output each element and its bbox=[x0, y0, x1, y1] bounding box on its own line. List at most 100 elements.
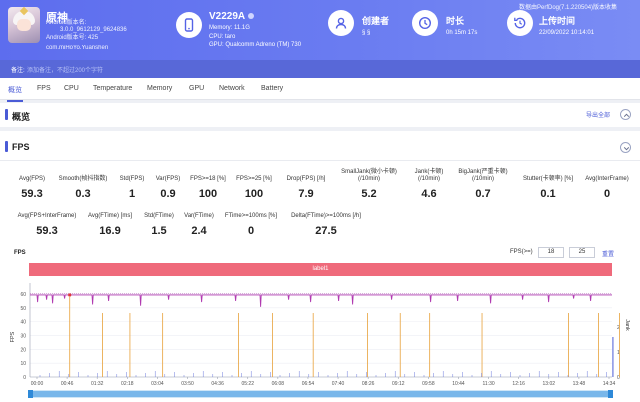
metric-big-jank: BigJank(严重卡顿) (/10min) 0.7 bbox=[458, 169, 508, 200]
duration-title: 时长 bbox=[446, 16, 465, 26]
metric-stutter: Stutter(卡顿率) [%] 0.1 bbox=[522, 176, 573, 200]
clock-icon bbox=[412, 10, 438, 36]
metric-small-jank: SmallJank(微小卡顿) (/10min) 5.2 bbox=[341, 169, 397, 200]
metric-var-ftime: Var(FTime) 2.4 bbox=[184, 213, 214, 237]
y2-tick-label: 1 bbox=[617, 350, 620, 356]
scrollbar-left-handle[interactable] bbox=[28, 390, 33, 398]
tab-network[interactable]: Network bbox=[219, 85, 245, 92]
x-tick-label: 09:12 bbox=[392, 381, 405, 387]
fps-section-title: FPS bbox=[12, 142, 30, 152]
app-version-name-label: Android版本名: bbox=[46, 20, 87, 26]
device-specs: Memory: 11.1G CPU: taro GPU: Qualcomm Ad… bbox=[209, 17, 301, 50]
tab-fps[interactable]: FPS bbox=[37, 85, 51, 92]
version-note: 数据由PerfDog(7.1.220504)版本收集 bbox=[519, 5, 618, 11]
fps-chart[interactable]: 0 10 20 30 40 50 60 0 1 2 FPS Jank 00:00 00:46 01:32 02… bbox=[0, 277, 640, 391]
y2-tick-label: 2 bbox=[617, 325, 620, 331]
metric-avg-interframe: Avg(InterFrame) 0 bbox=[585, 176, 629, 200]
device-name: V2229A bbox=[209, 11, 254, 22]
device-gpu: GPU: Qualcomm Adreno (TM) 730 bbox=[209, 42, 302, 49]
y-tick-label: 10 bbox=[20, 361, 26, 367]
x-tick-label: 10:44 bbox=[452, 381, 465, 387]
x-tick-label: 13:02 bbox=[543, 381, 556, 387]
fps-threshold-label: FPS(>=) bbox=[510, 249, 533, 255]
x-tick-label: 11:30 bbox=[483, 381, 495, 387]
y-tick-label: 20 bbox=[20, 347, 26, 353]
metric-jank: Jank(卡顿) (/10min) 4.6 bbox=[414, 169, 444, 200]
tab-overview[interactable]: 概览 bbox=[7, 87, 23, 102]
x-tick-label: 05:22 bbox=[241, 381, 254, 387]
chart-title: FPS bbox=[14, 250, 26, 256]
upload-value: 22/09/2022 10:14:01 bbox=[539, 30, 595, 36]
creator-title: 创建者 bbox=[362, 16, 390, 26]
x-tick-label: 02:18 bbox=[121, 381, 134, 387]
info-icon[interactable] bbox=[247, 13, 254, 20]
x-tick-label: 06:08 bbox=[272, 381, 285, 387]
timeline-scrollbar[interactable] bbox=[28, 390, 613, 398]
metric-avg-fps: Avg(FPS) 59.3 bbox=[19, 176, 45, 200]
y-axis-title: FPS bbox=[10, 331, 16, 342]
x-tick-label: 03:04 bbox=[151, 381, 164, 387]
device-cpu: CPU: taro bbox=[209, 33, 236, 40]
export-all-link[interactable]: 导出全部 bbox=[585, 113, 610, 119]
app-version-info: Android版本名: 3.0.0_9612129_9624836 Androi… bbox=[46, 20, 127, 42]
tab-bar: 概览 FPS CPU Temperature Memory GPU Networ… bbox=[0, 78, 640, 102]
metric-drop-fps: Drop(FPS) [/h] 7.9 bbox=[286, 176, 326, 200]
overview-section: 概览 bbox=[0, 103, 640, 127]
x-tick-label: 03:50 bbox=[181, 381, 194, 387]
overview-title: 概览 bbox=[12, 112, 31, 122]
app-name: 原神 bbox=[46, 12, 68, 24]
y-tick-label: 0 bbox=[23, 375, 26, 381]
metric-smooth: Smooth(帧抖指数) 0.3 bbox=[58, 176, 108, 200]
tab-cpu[interactable]: CPU bbox=[64, 85, 79, 92]
y-tick-label: 50 bbox=[20, 306, 26, 312]
user-icon bbox=[328, 10, 354, 36]
duration-value: 0h 15m 17s bbox=[446, 30, 478, 36]
history-icon bbox=[507, 10, 533, 36]
reset-button[interactable]: 重置 bbox=[602, 252, 615, 258]
upload-title: 上传时间 bbox=[539, 16, 576, 26]
section-marker bbox=[5, 109, 8, 120]
y-tick-label: 40 bbox=[20, 320, 26, 326]
collapse-overview-button[interactable] bbox=[620, 109, 631, 120]
x-tick-label: 04:36 bbox=[211, 381, 224, 387]
app-version-name: 3.0.0_9612129_9624836 bbox=[60, 27, 127, 34]
section-marker bbox=[5, 141, 8, 152]
y-tick-label: 30 bbox=[20, 333, 26, 339]
x-tick-label: 00:00 bbox=[31, 381, 44, 387]
metric-fps-ge-25: FPS>=25 [%] 100 bbox=[236, 176, 272, 200]
metric-fps-ge-18: FPS>=18 [%] 100 bbox=[190, 176, 226, 200]
metric-avg-ftime: Avg(FTime) [ms] 16.9 bbox=[87, 213, 132, 237]
x-tick-label: 14:34 bbox=[603, 381, 616, 387]
metric-std-ftime: Std(FTime) 1.5 bbox=[144, 213, 174, 237]
fps-threshold-input-b[interactable]: 25 bbox=[569, 247, 595, 258]
notes-input[interactable]: 添加备注，不超过200个字符 bbox=[27, 68, 104, 74]
scrollbar-right-handle[interactable] bbox=[608, 390, 613, 398]
x-tick-label: 12:16 bbox=[512, 381, 525, 387]
label-band[interactable]: label1 bbox=[29, 263, 612, 276]
metric-std-fps: Std(FPS) 1 bbox=[119, 176, 145, 200]
chevron-up-icon bbox=[623, 113, 629, 117]
x-tick-label: 13:48 bbox=[573, 381, 586, 387]
notes-bar[interactable]: 备注: 添加备注，不超过200个字符 bbox=[0, 60, 640, 78]
tab-memory[interactable]: Memory bbox=[147, 85, 173, 92]
scrollbar-thumb[interactable] bbox=[30, 391, 611, 397]
app-icon bbox=[8, 7, 40, 43]
y2-axis-title: Jank bbox=[624, 319, 630, 331]
metric-ftime-ge-100: FTime>=100ms [%] 0 bbox=[224, 213, 278, 237]
tab-battery[interactable]: Battery bbox=[261, 85, 284, 92]
metric-avg-fps-interframe: Avg(FPS+InterFrame) 59.3 bbox=[17, 213, 77, 237]
report-header: 原神 Android版本名: 3.0.0_9612129_9624836 And… bbox=[0, 0, 640, 78]
app-version-code: Android版本号: 425 bbox=[46, 34, 99, 41]
big-jank-marker bbox=[68, 293, 72, 297]
y2-tick-label: 0 bbox=[617, 375, 620, 381]
fps-series-line bbox=[30, 294, 612, 307]
notes-label: 备注: bbox=[11, 68, 25, 74]
app-package: com.miHoYo.Yuanshen bbox=[46, 45, 109, 51]
x-tick-label: 01:32 bbox=[91, 381, 104, 387]
collapse-fps-button[interactable] bbox=[620, 142, 631, 153]
tab-gpu[interactable]: GPU bbox=[189, 85, 205, 92]
x-tick-label: 00:46 bbox=[61, 381, 74, 387]
fps-threshold-input-a[interactable]: 18 bbox=[538, 247, 564, 258]
tab-temperature[interactable]: Temperature bbox=[93, 85, 133, 92]
x-tick-label: 07:40 bbox=[332, 381, 345, 387]
